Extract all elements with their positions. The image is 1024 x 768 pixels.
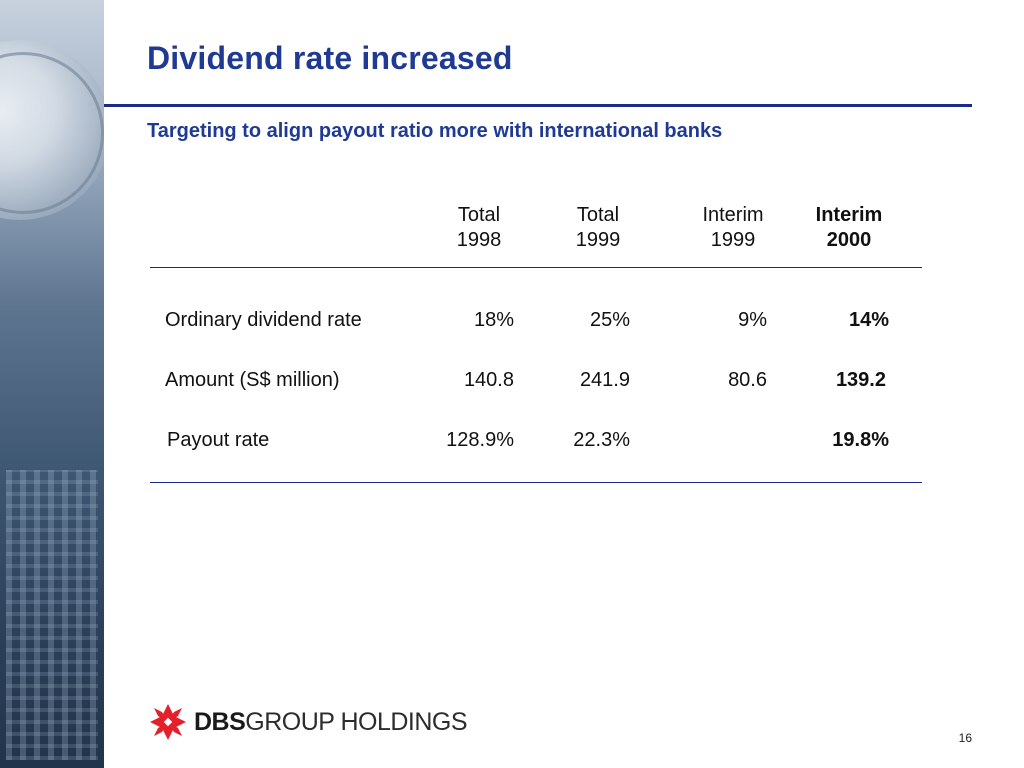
keypad-image xyxy=(6,470,98,760)
cell-amount-interim-2000: 139.2 xyxy=(835,369,886,391)
cell-payout-rate-total-1998: 128.9% xyxy=(446,429,514,451)
cell-payout-rate-total-1999: 22.3% xyxy=(573,429,630,451)
slide-subtitle: Targeting to align payout ratio more wit… xyxy=(147,120,723,142)
cell-dividend-rate-interim-1999: 9% xyxy=(738,309,767,331)
logo-wordmark: DBSGROUP HOLDINGS xyxy=(194,707,468,737)
column-header-total-1998: Total 1998 xyxy=(424,203,534,253)
logo-suffix: GROUP HOLDINGS xyxy=(245,707,468,736)
column-header-interim-1999: Interim 1999 xyxy=(678,203,788,253)
column-header-line1: Interim xyxy=(815,204,883,226)
row-label-dividend-rate: Ordinary dividend rate xyxy=(165,309,362,331)
row-label-payout-rate: Payout rate xyxy=(167,429,270,451)
logo-brand: DBS xyxy=(194,707,246,736)
title-divider xyxy=(104,104,972,107)
cell-payout-rate-interim-2000: 19.8% xyxy=(832,429,889,451)
column-header-line2: 2000 xyxy=(826,229,872,251)
cell-amount-interim-1999: 80.6 xyxy=(728,369,767,391)
column-header-line2: 1999 xyxy=(710,229,756,251)
column-header-line1: Total xyxy=(576,204,620,226)
cell-amount-total-1998: 140.8 xyxy=(463,369,514,391)
cell-dividend-rate-total-1998: 18% xyxy=(473,309,514,331)
column-header-line2: 1998 xyxy=(456,229,502,251)
column-header-interim-2000: Interim 2000 xyxy=(794,203,904,253)
column-header-line1: Total xyxy=(457,204,501,226)
cell-dividend-rate-total-1999: 25% xyxy=(589,309,630,331)
cell-dividend-rate-interim-2000: 14% xyxy=(848,309,889,331)
cell-amount-total-1999: 241.9 xyxy=(579,369,630,391)
column-header-line2: 1999 xyxy=(575,229,621,251)
row-label-amount: Amount (S$ million) xyxy=(165,369,340,391)
table-bottom-rule xyxy=(150,482,922,483)
decorative-side-image xyxy=(0,0,104,768)
page-number: 16 xyxy=(958,731,972,745)
dbs-logo: DBSGROUP HOLDINGS xyxy=(148,702,468,742)
slide-title: Dividend rate increased xyxy=(147,40,513,76)
table-top-rule xyxy=(150,267,922,268)
dbs-star-mark-icon xyxy=(150,704,186,740)
column-header-total-1999: Total 1999 xyxy=(543,203,653,253)
column-header-line1: Interim xyxy=(702,204,764,226)
